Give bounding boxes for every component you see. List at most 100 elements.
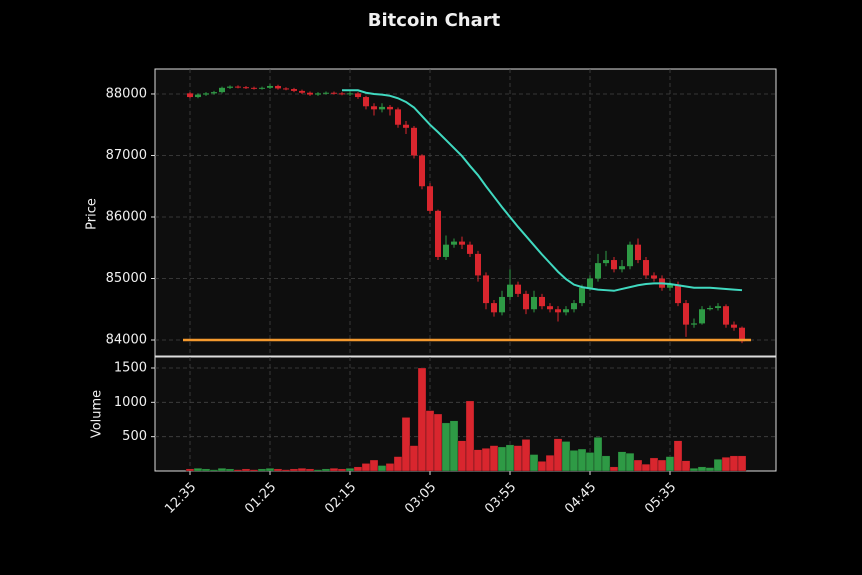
volume-bar [449,420,459,472]
candle-body [547,306,553,310]
volume-bar [385,463,395,472]
candle-body [515,284,521,294]
volume-bar [217,468,227,472]
volume-bar [729,455,739,472]
volume-bar [489,445,499,472]
volume-bar [265,468,275,472]
volume-bar [337,468,347,472]
volume-bar [305,468,315,472]
candle-body [643,260,649,276]
candle-body [635,244,641,261]
candle-body [611,260,617,270]
volume-bar [457,440,467,472]
volume-bar [433,413,443,472]
volume-bar [713,459,723,472]
y-tick-label: 84000 [106,333,147,348]
candle-body [723,306,729,325]
volume-bar [409,445,419,472]
candle-body [443,244,449,257]
volume-bar [273,468,283,472]
candle-body [211,92,217,94]
candle-body [467,244,473,254]
y-tick-label: 1000 [114,395,147,410]
moving-average-line [342,89,743,292]
candle-body [707,308,713,310]
candle-body [435,210,441,257]
volume-bar [537,461,547,472]
chart-title: Bitcoin Chart [368,10,501,31]
volume-bar [201,468,211,472]
candle-body [603,260,609,264]
candle-body [243,87,249,89]
volume-bar [561,441,571,472]
candle-body [715,306,721,309]
candle-body [451,241,457,245]
volume-bar [313,469,323,472]
volume-bar [593,437,603,472]
candle-body [371,106,377,110]
volume-bar [241,468,251,472]
candle-body [227,86,233,88]
y-tick-label: 500 [122,429,147,444]
candle-body [491,303,497,313]
volume-bar [665,456,675,472]
candle-body [459,241,465,245]
volume-axis-label: Volume [90,390,105,438]
volume-bar [521,439,531,472]
candle-body [195,94,201,98]
candle-body [651,275,657,279]
candle-body [299,90,305,93]
price-panel [154,68,777,357]
y-tick-label: 86000 [106,209,147,224]
volume-bar [633,459,643,472]
candle-body [235,86,241,88]
candle-body [691,323,697,325]
volume-bar [585,452,595,472]
volume-bar [377,465,387,472]
candle-body [363,97,369,107]
y-tick-label: 1500 [114,360,147,375]
y-axis-label: Price [85,198,100,230]
volume-bar [401,417,411,472]
candle-body [291,89,297,91]
volume-bar [721,457,731,472]
volume-bar [529,454,539,472]
volume-bar [193,468,203,472]
volume-bar [225,468,235,472]
candle-body [323,92,329,94]
candle-body [595,263,601,279]
volume-bar [569,450,579,472]
volume-bar [481,448,491,472]
candle-body [203,93,209,95]
candle-body [579,287,585,304]
y-tick-label: 88000 [106,86,147,101]
volume-bar [441,422,451,472]
volume-bar [281,469,291,472]
volume-bar [209,469,219,472]
candle-body [523,293,529,310]
volume-bar [353,466,363,472]
volume-bar [577,448,587,472]
candle-body [419,155,425,187]
volume-bar [657,459,667,472]
volume-bar [705,467,715,472]
volume-bar [297,468,307,472]
candle-body [315,93,321,95]
volume-bar [321,468,331,472]
candle-body [731,324,737,328]
candle-body [379,106,385,110]
candle-body [627,244,633,267]
candle-body [283,88,289,90]
volume-bar [257,468,267,472]
candle-body [483,275,489,304]
candle-body [587,278,593,288]
candle-body [667,284,673,288]
volume-bar [473,449,483,472]
volume-bar [369,459,379,472]
volume-bar [673,440,683,472]
volume-bar [689,468,699,472]
candle-body [683,303,689,325]
volume-bar [289,468,299,472]
candle-body [251,87,257,89]
volume-bar [465,400,475,472]
